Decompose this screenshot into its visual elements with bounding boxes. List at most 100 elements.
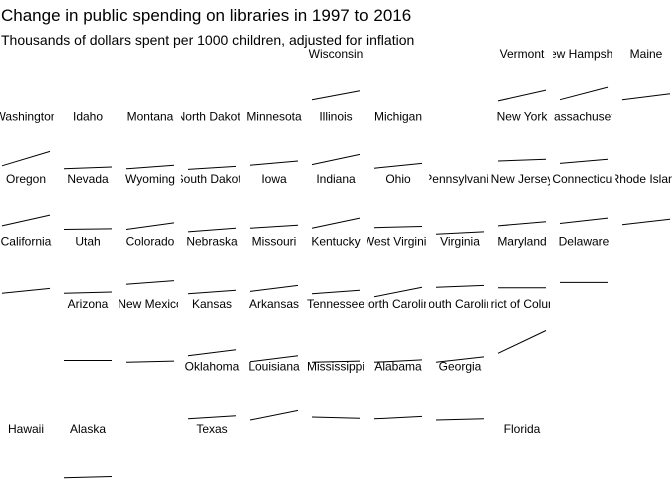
state-label: Utah (75, 235, 100, 249)
state-label: North Carolina (359, 297, 437, 311)
state-tile-nevada: Nevada (63, 172, 113, 230)
spending-change-line (559, 86, 609, 101)
state-tile-alaska: Alaska (63, 422, 113, 479)
state-tile-minnesota: Minnesota (246, 110, 302, 166)
state-label: Maine (630, 47, 663, 61)
state-tile-nebraska: Nebraska (186, 235, 238, 295)
state-label: Rhode Island (611, 172, 672, 186)
spending-change-line (621, 93, 671, 101)
state-label: California (1, 235, 52, 249)
state-label: Idaho (73, 110, 103, 124)
state-label: Alabama (374, 360, 422, 374)
state-tile-montana: Montana (125, 110, 175, 170)
state-label: Maryland (497, 235, 546, 249)
state-label: Wyoming (125, 172, 175, 186)
state-tile-virginia: Virginia (435, 235, 485, 288)
spending-change-line (311, 217, 361, 229)
spending-change-line (187, 289, 237, 295)
spending-change-line (497, 221, 547, 227)
spending-change-line (249, 355, 299, 363)
state-label: District of Columbia (470, 297, 574, 311)
state-label: Illinois (319, 110, 352, 124)
spending-change-line (559, 217, 609, 224)
state-label: Missouri (252, 235, 297, 249)
spending-change-line (249, 409, 299, 421)
state-label: South Dakota (176, 172, 249, 186)
state-tile-utah: Utah (63, 235, 113, 294)
state-tile-louisiana: Louisiana (248, 360, 300, 421)
state-label: New Jersey (491, 172, 554, 186)
state-tile-indiana: Indiana (311, 172, 361, 229)
spending-change-line (435, 231, 485, 235)
spending-change-line (373, 286, 423, 298)
state-tile-vermont: Vermont (497, 47, 547, 102)
state-tile-alabama: Alabama (373, 360, 423, 420)
spending-change-line (125, 360, 175, 363)
spending-change-line (1, 287, 51, 294)
state-label: Ohio (385, 172, 411, 186)
state-label: Kansas (192, 297, 232, 311)
spending-change-line (497, 330, 547, 354)
chart-title: Change in public spending on libraries i… (1, 6, 412, 25)
state-label: Hawaii (8, 422, 44, 436)
state-tile-wyoming: Wyoming (125, 172, 175, 230)
state-label: West Virginia (363, 235, 434, 249)
state-label: Michigan (374, 110, 422, 124)
spending-change-line (187, 349, 237, 357)
spending-change-line (311, 416, 361, 419)
state-tile-maine: Maine (621, 47, 671, 101)
spending-change-line (621, 218, 671, 226)
spending-change-line (559, 158, 609, 164)
state-label: Tennessee (307, 297, 365, 311)
spending-change-line (373, 359, 423, 363)
state-tile-new-york: New York (497, 110, 548, 162)
state-label: Nebraska (186, 235, 238, 249)
chart-subtitle: Thousands of dollars spent per 1000 chil… (1, 32, 415, 48)
spending-change-line (125, 164, 175, 170)
state-tile-michigan: Michigan (373, 110, 423, 169)
state-tile-kentucky: Kentucky (311, 235, 361, 295)
spending-change-line (373, 162, 423, 169)
state-label: Nevada (67, 172, 109, 186)
spending-change-line (497, 89, 547, 102)
state-label: Kentucky (311, 235, 360, 249)
state-tile-south-carolina: South Carolina (429, 297, 488, 363)
state-tile-washington: Washington (0, 110, 57, 167)
state-tile-massachusetts: Massachusetts (553, 110, 612, 164)
state-label: Texas (196, 422, 227, 436)
spending-change-line (187, 227, 237, 233)
state-label: Florida (504, 422, 541, 436)
spending-change-line (1, 214, 51, 227)
state-label: Virginia (440, 235, 480, 249)
state-label: Louisiana (248, 360, 300, 374)
spending-change-line (497, 158, 547, 162)
state-label: Alaska (70, 422, 106, 436)
state-label: Oregon (6, 172, 46, 186)
state-tile-arizona: Arizona (64, 297, 112, 361)
state-label: Minnesota (246, 110, 302, 124)
state-tile-hawaii: Hawaii (8, 422, 44, 436)
state-tile-wisconsin: Wisconsin (309, 47, 363, 101)
state-tile-arkansas: Arkansas (249, 297, 299, 363)
spending-change-line (249, 160, 299, 166)
state-label: Iowa (261, 172, 287, 186)
spending-change-line (435, 356, 485, 363)
state-label: Oklahoma (185, 360, 240, 374)
state-label: Indiana (316, 172, 356, 186)
state-tile-rhode-island: Rhode Island (611, 172, 672, 226)
state-tile-south-dakota: South Dakota (176, 172, 249, 233)
spending-change-line (435, 284, 485, 288)
state-label: Arizona (68, 297, 109, 311)
spending-change-line (125, 280, 175, 285)
state-tile-north-carolina: North Carolina (359, 297, 437, 363)
state-tile-georgia: Georgia (435, 360, 485, 421)
state-tile-illinois: Illinois (311, 110, 361, 166)
state-tile-west-virginia: West Virginia (363, 235, 434, 298)
spending-change-line (63, 228, 113, 230)
state-label: Washington (0, 110, 57, 124)
state-tile-connecticut: Connecticut (553, 172, 612, 224)
state-tile-new-jersey: New Jersey (491, 172, 554, 227)
spending-change-line (311, 289, 361, 295)
state-tile-idaho: Idaho (63, 110, 113, 170)
